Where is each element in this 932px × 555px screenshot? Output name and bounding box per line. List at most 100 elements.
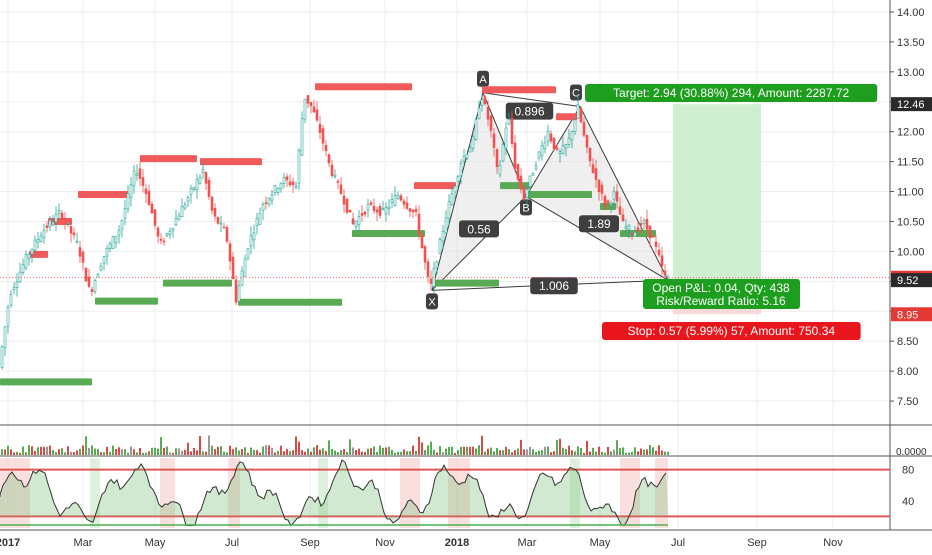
volume-bar	[409, 451, 411, 455]
volume-bar	[121, 449, 123, 455]
price-tick-label: 13.00	[897, 67, 925, 79]
candle	[84, 267, 88, 282]
support-level	[0, 378, 92, 386]
volume-bar	[127, 452, 129, 455]
volume-bar	[373, 446, 375, 455]
candle	[615, 183, 619, 209]
risk-reward-text: Risk/Reward Ratio: 5.16	[656, 294, 786, 308]
volume-bar	[82, 445, 84, 455]
volume-bar	[244, 447, 246, 455]
volume-bar	[241, 449, 243, 455]
candle	[93, 278, 97, 295]
volume-bar	[475, 448, 477, 455]
volume-bar	[349, 439, 351, 455]
candle	[636, 221, 640, 234]
volume-bar	[358, 448, 360, 455]
volume-bar	[76, 450, 78, 455]
volume-bar	[523, 449, 525, 455]
volume-bar	[229, 445, 231, 455]
pattern-leg	[579, 106, 669, 281]
volume-bar	[340, 450, 342, 455]
candle	[15, 272, 19, 297]
candle	[243, 254, 247, 277]
candle	[204, 171, 208, 191]
candle	[501, 141, 505, 163]
candle	[120, 219, 124, 238]
volume-bar	[535, 452, 537, 455]
price-tick-label: 8.00	[897, 366, 918, 378]
volume-bar	[64, 452, 66, 455]
candle	[558, 148, 562, 163]
candle	[321, 124, 325, 151]
volume-bar	[184, 449, 186, 455]
candle	[27, 252, 31, 266]
candle	[24, 250, 28, 271]
candle	[183, 201, 187, 211]
candle	[417, 205, 421, 240]
volume-bar	[133, 449, 135, 455]
volume-bar	[352, 447, 354, 455]
volume-bar	[256, 450, 258, 455]
volume-bar	[424, 450, 426, 455]
time-tick-label: Mar	[518, 537, 537, 549]
candle	[231, 251, 235, 280]
candle	[141, 169, 145, 193]
volume-bar	[418, 436, 420, 455]
price-tick-label: 12.00	[897, 127, 925, 139]
volume-bar	[139, 447, 141, 455]
volume-bar	[478, 445, 480, 455]
target-zone	[673, 104, 761, 281]
candle	[270, 190, 274, 206]
time-tick-label: May	[590, 537, 611, 549]
candle	[582, 117, 586, 137]
candle	[384, 201, 388, 222]
volume-bar	[487, 448, 489, 455]
volume-bar	[541, 450, 543, 455]
candle	[111, 235, 115, 250]
volume-bar	[364, 452, 366, 455]
time-tick-label: 2017	[0, 537, 20, 549]
candle	[555, 143, 559, 152]
volume-bar	[199, 435, 201, 455]
candle	[282, 172, 286, 189]
oscillator-line	[0, 459, 667, 527]
volume-bar	[538, 450, 540, 455]
time-axis: 2017 Mar May Jul Sep Nov 2018 Mar May Jul Sep Nov	[0, 529, 932, 549]
candle	[573, 117, 577, 135]
svg-text:0.896: 0.896	[514, 105, 544, 119]
svg-text:A: A	[479, 74, 487, 86]
oscillator-zone	[318, 458, 328, 528]
candle	[246, 247, 250, 261]
candle	[180, 198, 184, 218]
oscillator-zone	[90, 458, 100, 528]
candle	[360, 205, 364, 222]
volume-bar	[463, 446, 465, 455]
candle	[504, 121, 508, 155]
volume-bar	[223, 451, 225, 455]
volume-bar	[556, 439, 558, 455]
volume-bar	[79, 448, 81, 455]
volume-bar	[385, 447, 387, 455]
candle	[408, 207, 412, 217]
volume-bar	[565, 448, 567, 455]
volume-bar	[274, 452, 276, 455]
candle	[213, 203, 217, 222]
svg-text:C: C	[572, 88, 580, 100]
candle	[159, 233, 163, 245]
volume-bar	[436, 452, 438, 455]
volume-bar	[205, 451, 207, 455]
volume-bar	[469, 446, 471, 455]
oscillator-tick-label: 80	[902, 465, 914, 477]
candle	[396, 191, 400, 200]
volume-bar	[361, 451, 363, 455]
candle	[252, 224, 256, 250]
volume-bar	[514, 450, 516, 455]
candle	[96, 272, 100, 278]
candle	[549, 130, 553, 144]
candle	[264, 196, 268, 210]
volume-bar	[517, 448, 519, 455]
candle	[132, 164, 136, 194]
volume-bar	[280, 445, 282, 455]
